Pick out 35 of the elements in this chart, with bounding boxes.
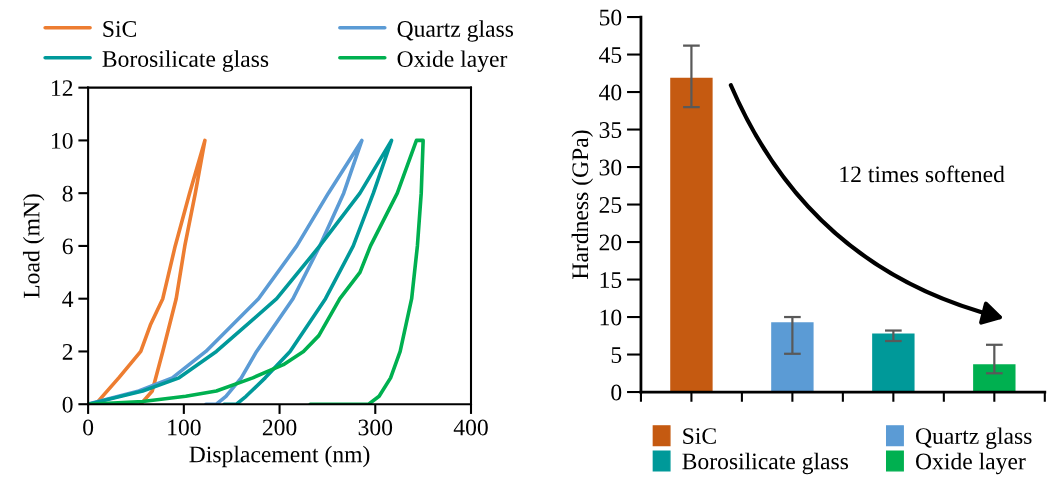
annotation: 12 times softened	[840, 165, 1005, 183]
y-tick-label: 20	[599, 234, 622, 251]
y-tick-label: 12	[52, 80, 73, 96]
y-axis-title: Load (mN)	[22, 194, 45, 299]
x-tick-label: 0	[83, 419, 94, 436]
x-tick-label: 300	[358, 419, 393, 436]
y-tick-label: 10	[52, 132, 73, 149]
y-tick-label: 50	[599, 9, 622, 26]
x-tick-label: 400	[453, 419, 488, 436]
legend-label: Borosilicate glass	[682, 452, 849, 475]
legend-label: Oxide layer	[397, 50, 508, 72]
y-axis-title: Hardness (GPa)	[571, 130, 594, 279]
y-tick-label: 25	[599, 197, 622, 213]
y-tick-label: 40	[599, 84, 622, 101]
x-tick-label: 200	[262, 419, 297, 436]
y-tick-label: 10	[600, 309, 622, 326]
x-axis-title: Displacement (nm)	[189, 445, 370, 468]
y-tick-label: 0	[62, 396, 73, 413]
legend-label: SiC	[683, 428, 716, 445]
x-tick-label: 100	[168, 419, 201, 436]
y-tick-label: 0	[611, 384, 622, 401]
y-tick-label: 15	[600, 272, 622, 288]
y-tick-label: 8	[62, 185, 73, 202]
legend-label: SiC	[103, 21, 136, 37]
y-tick-label: 30	[599, 159, 622, 176]
legend-label: Borosilicate glass	[102, 50, 269, 72]
y-tick-label: 2	[62, 344, 73, 360]
y-tick-label: 6	[62, 238, 73, 255]
y-tick-label: 5	[611, 347, 622, 363]
y-tick-label: 4	[62, 291, 74, 307]
y-tick-label: 45	[599, 47, 622, 63]
legend-label: Quartz glass	[397, 20, 514, 42]
y-tick-label: 35	[599, 122, 622, 138]
legend-label: Oxide layer	[915, 452, 1026, 475]
legend-label: Quartz glass	[915, 427, 1032, 449]
